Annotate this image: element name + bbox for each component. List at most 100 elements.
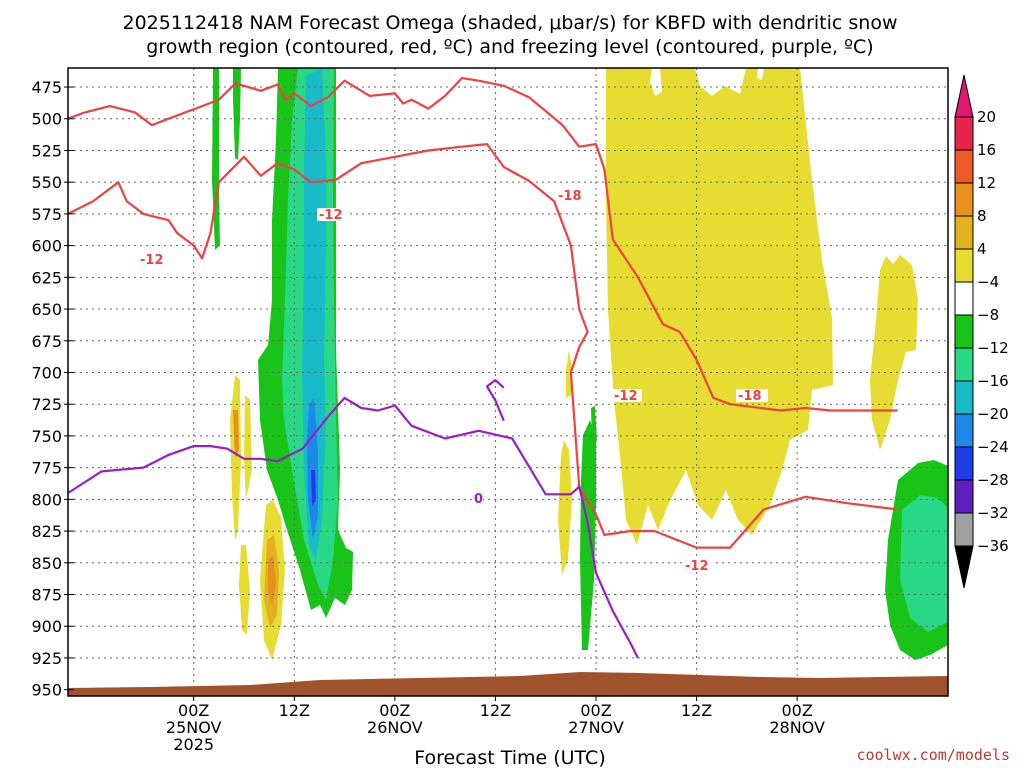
y-tick-label: 950 <box>31 681 62 700</box>
y-tick-label: 575 <box>31 205 62 224</box>
colorbar-swatch <box>954 380 974 415</box>
purple-contour-labels: 0 <box>472 492 483 507</box>
omega-shade-teal-right <box>900 495 948 632</box>
contour-label-minus12-a: -12 <box>140 253 164 268</box>
x-tick-date-label: 28NOV <box>769 718 825 737</box>
contour-label-minus12-d: -12 <box>685 559 709 574</box>
colorbar-level-label: −20 <box>977 405 1009 423</box>
colorbar-level-label: −8 <box>977 306 999 324</box>
omega-shade-hole-3 <box>757 68 764 80</box>
colorbar-top-arrow <box>954 74 974 118</box>
x-tick-date-label: 27NOV <box>568 718 624 737</box>
plot-frame <box>67 67 949 697</box>
contour-label-zero: 0 <box>474 492 483 507</box>
omega-shade-green-strip-3 <box>580 420 596 650</box>
contour-series-3 <box>68 396 639 659</box>
y-tick-label: 700 <box>31 363 62 382</box>
red-contour-labels: -12 -12 -18 -12 -18 -12 <box>138 189 768 574</box>
colorbar-level-label: −12 <box>977 339 1009 357</box>
y-tick-label: 925 <box>31 649 62 668</box>
omega-shade-hole-1 <box>650 68 662 96</box>
chart-title-line1: 2025112418 NAM Forecast Omega (shaded, μ… <box>122 12 897 34</box>
x-tick-label: 00Z <box>781 701 812 720</box>
y-tick-label: 775 <box>31 459 62 478</box>
omega-shade-green-strip-4 <box>591 406 597 443</box>
colorbar-level-label: −4 <box>977 273 999 291</box>
x-tick-label: 00Z <box>178 701 209 720</box>
y-tick-label: 675 <box>31 332 62 351</box>
omega-shading <box>212 68 948 660</box>
x-tick-date-label: 26NOV <box>367 718 423 737</box>
y-tick-label: 725 <box>31 395 62 414</box>
y-tick-label: 850 <box>31 554 62 573</box>
colorbar-level-label: 8 <box>977 207 987 225</box>
colorbar-swatch <box>954 314 974 349</box>
x-tick-year-label: 2025 <box>173 735 214 754</box>
omega-shade-yellow-right <box>870 255 918 450</box>
colorbar-level-label: −32 <box>977 504 1009 522</box>
colorbar-swatch <box>954 215 974 250</box>
omega-shade-yellow-block <box>606 68 833 545</box>
contour-label-minus18-b: -18 <box>738 389 762 404</box>
contour-lines <box>68 77 898 659</box>
colorbar-level-label: 12 <box>977 174 996 192</box>
omega-shade-orange-2 <box>268 556 276 605</box>
y-tick-label: 825 <box>31 522 62 541</box>
contour-series-2 <box>678 331 898 412</box>
x-tick-label: 00Z <box>379 701 410 720</box>
x-tick-date-label: 25NOV <box>166 718 222 737</box>
colorbar-swatch <box>954 347 974 382</box>
plot-area: -12 -12 -18 -12 -18 -12 0 <box>68 68 948 696</box>
y-tick-label: 500 <box>31 110 62 129</box>
x-axis-title: Forecast Time (UTC) <box>414 747 605 768</box>
colorbar-level-label: 4 <box>977 240 987 258</box>
contour-label-minus12-b: -12 <box>319 208 343 223</box>
y-tick-label: 625 <box>31 268 62 287</box>
colorbar-level-label: −36 <box>977 537 1009 555</box>
y-tick-label: 900 <box>31 617 62 636</box>
colorbar-swatch <box>954 182 974 217</box>
colorbar-level-label: 16 <box>977 141 996 159</box>
colorbar-level-label: −24 <box>977 438 1009 456</box>
omega-shade-hole-2 <box>695 68 746 96</box>
y-tick-label: 550 <box>31 173 62 192</box>
colorbar-swatch <box>954 248 974 283</box>
colorbar-swatch <box>954 116 974 151</box>
colorbar-swatch <box>954 281 974 316</box>
colorbar-bottom-arrow <box>954 545 974 589</box>
contour-series-4 <box>485 379 505 422</box>
omega-shade-yellow-1 <box>230 375 241 540</box>
contour-label-minus12-c: -12 <box>614 389 638 404</box>
terrain-strip <box>68 672 948 696</box>
contour-series-0 <box>68 77 681 333</box>
omega-shade-yellow-streak-a <box>558 440 572 575</box>
y-tick-label: 525 <box>31 141 62 160</box>
y-tick-label: 475 <box>31 78 62 97</box>
y-axis: 475 500 525 550 575 600 625 650 675 700 725 750 775 8… <box>31 78 74 700</box>
x-tick-label: 12Z <box>480 701 511 720</box>
omega-shade-darkblue-main <box>311 470 316 506</box>
omega-shade-green-strip-2 <box>233 68 241 160</box>
y-tick-label: 875 <box>31 586 62 605</box>
y-tick-label: 800 <box>31 490 62 509</box>
colorbar-level-label: 20 <box>977 108 996 126</box>
colorbar-swatch <box>954 479 974 514</box>
credit-text: coolwx.com/models <box>856 746 1010 764</box>
y-tick-label: 600 <box>31 237 62 256</box>
colorbar-level-label: −28 <box>977 471 1009 489</box>
grid-lines <box>68 68 948 696</box>
omega-shade-yellow-2 <box>244 395 252 500</box>
omega-shade-green-strip-1 <box>212 68 220 250</box>
y-tick-label: 750 <box>31 427 62 446</box>
colorbar-swatch <box>954 149 974 184</box>
contour-label-minus18-a: -18 <box>558 189 582 204</box>
x-tick-label: 12Z <box>681 701 712 720</box>
colorbar-swatch-last <box>954 512 974 547</box>
colorbar-swatch <box>954 413 974 448</box>
omega-shade-yellow-3 <box>239 545 250 635</box>
contour-series-1 <box>68 143 898 549</box>
omega-shade-yellow-streak-b <box>566 350 572 398</box>
y-tick-label: 650 <box>31 300 62 319</box>
